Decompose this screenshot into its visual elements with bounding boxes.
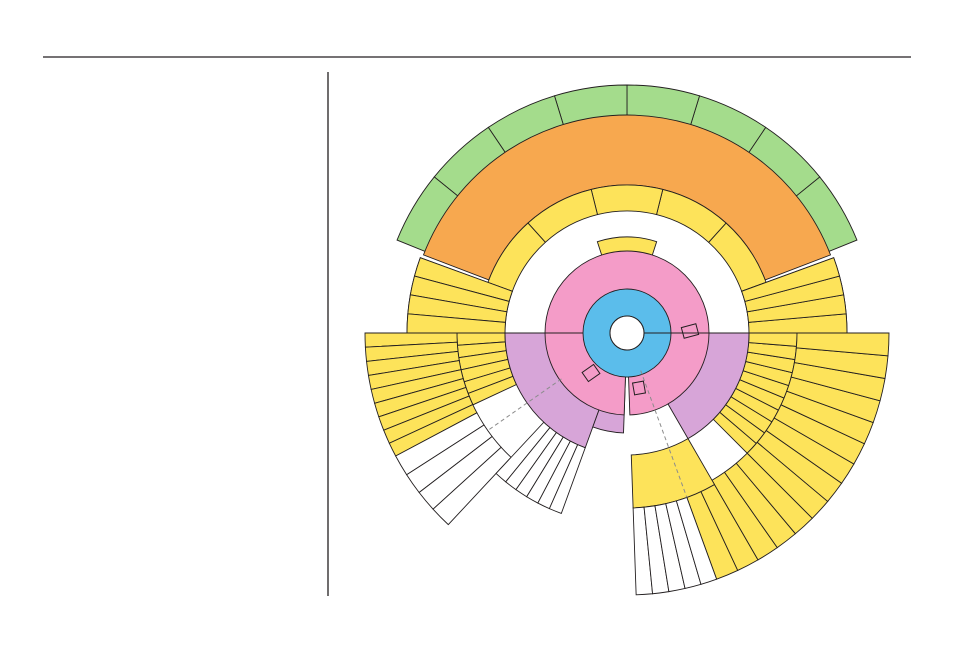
right-upper-yellow-lines-segment	[741, 257, 841, 302]
right-lower-yellow-outer-segment	[795, 332, 890, 357]
rectangle-marker-icon	[680, 323, 700, 339]
upper-yellow-fan-segment	[590, 184, 664, 216]
sunburst-diagram	[364, 84, 890, 596]
dashed-guide-right	[640, 370, 688, 498]
center-hole	[609, 315, 645, 351]
rectangle-marker-icon	[581, 363, 601, 383]
rectangle-marker-icon	[631, 380, 647, 396]
dashed-guide-left	[487, 378, 562, 431]
